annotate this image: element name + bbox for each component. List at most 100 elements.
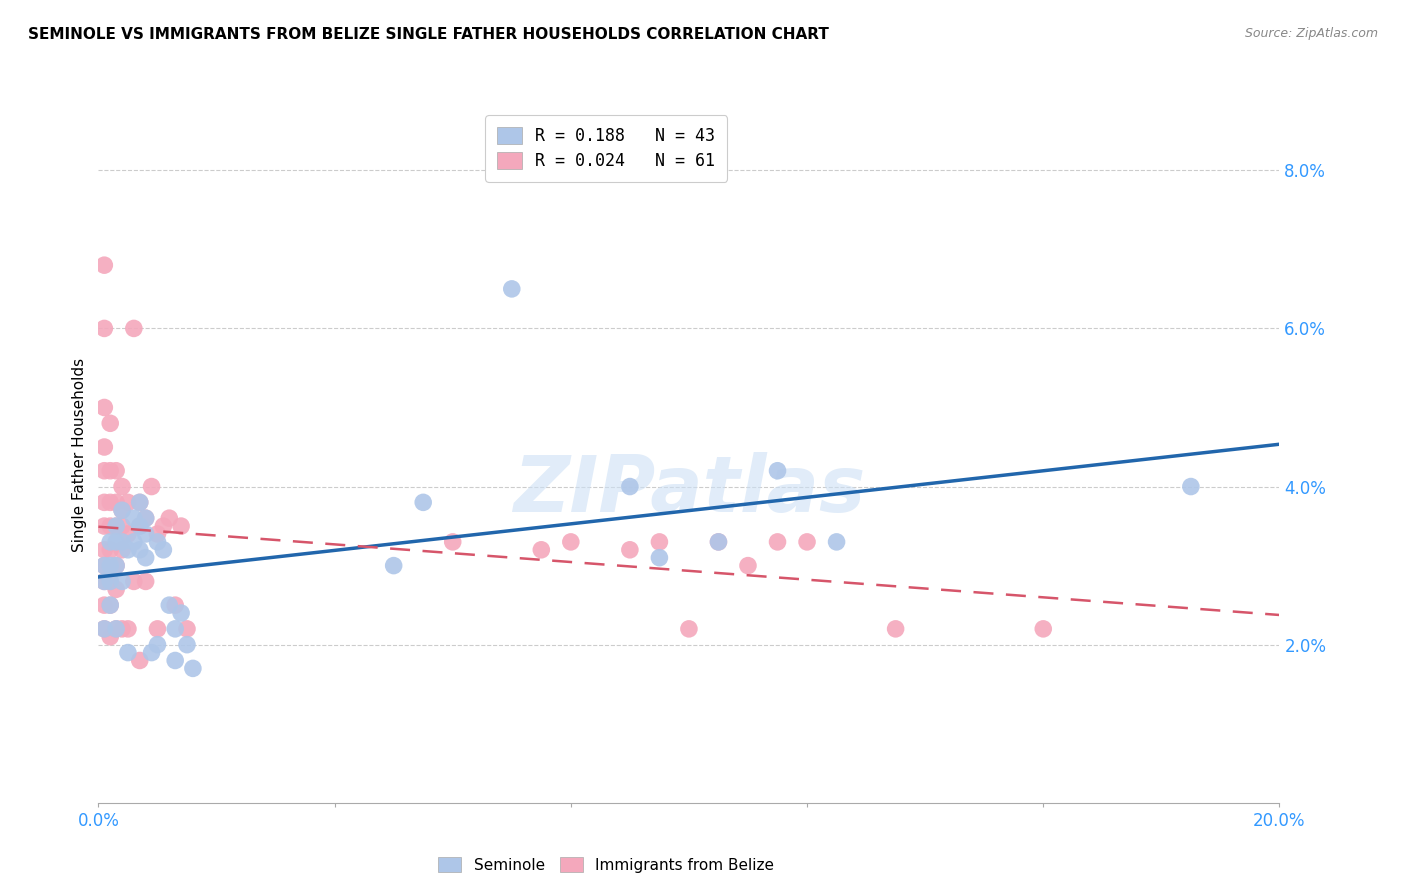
Point [619,542,641,557]
Point [98,519,121,533]
Point [93,558,115,573]
Point [619,479,641,493]
Point [128,519,150,533]
Point [105,464,128,478]
Point [135,511,157,525]
Point [93,258,115,272]
Point [111,503,134,517]
Point [93,495,115,509]
Point [111,574,134,589]
Point [884,622,907,636]
Point [678,622,700,636]
Point [501,282,523,296]
Point [105,495,128,509]
Point [128,495,150,509]
Point [441,534,464,549]
Point [117,542,139,557]
Point [170,519,193,533]
Y-axis label: Single Father Households: Single Father Households [72,358,87,552]
Point [1032,622,1054,636]
Point [117,495,139,509]
Point [128,519,150,533]
Point [181,661,204,675]
Point [146,638,169,652]
Point [98,598,121,612]
Text: ZIPatlas: ZIPatlas [513,451,865,528]
Point [648,534,671,549]
Point [105,622,128,636]
Point [105,519,128,533]
Point [135,527,157,541]
Point [146,527,169,541]
Point [766,464,789,478]
Point [157,598,180,612]
Point [146,534,169,549]
Point [825,534,848,549]
Point [93,542,115,557]
Point [98,574,121,589]
Point [117,646,139,660]
Point [128,542,150,557]
Point [93,574,115,589]
Point [93,440,115,454]
Point [98,558,121,573]
Point [146,622,169,636]
Point [98,534,121,549]
Point [530,542,553,557]
Point [176,622,198,636]
Point [93,558,115,573]
Point [111,622,134,636]
Point [128,653,150,667]
Point [1180,479,1202,493]
Point [93,598,115,612]
Point [560,534,582,549]
Point [766,534,789,549]
Point [128,495,150,509]
Point [170,606,193,620]
Point [152,542,174,557]
Text: SEMINOLE VS IMMIGRANTS FROM BELIZE SINGLE FATHER HOUSEHOLDS CORRELATION CHART: SEMINOLE VS IMMIGRANTS FROM BELIZE SINGL… [28,27,830,42]
Point [98,464,121,478]
Point [111,534,134,549]
Point [176,638,198,652]
Point [152,519,174,533]
Point [98,574,121,589]
Point [141,646,163,660]
Point [105,534,128,549]
Point [117,622,139,636]
Legend: Seminole, Immigrants from Belize: Seminole, Immigrants from Belize [432,850,780,879]
Point [111,503,134,517]
Point [412,495,434,509]
Point [93,519,115,533]
Point [93,622,115,636]
Point [135,574,157,589]
Point [165,653,187,667]
Point [111,479,134,493]
Point [135,511,157,525]
Point [105,558,128,573]
Text: Source: ZipAtlas.com: Source: ZipAtlas.com [1244,27,1378,40]
Point [93,321,115,335]
Point [648,550,671,565]
Point [707,534,730,549]
Point [111,542,134,557]
Point [93,401,115,415]
Point [122,574,145,589]
Point [796,534,818,549]
Point [122,321,145,335]
Point [105,582,128,597]
Point [93,574,115,589]
Point [105,558,128,573]
Point [165,622,187,636]
Point [111,519,134,533]
Point [93,622,115,636]
Point [135,550,157,565]
Point [157,511,180,525]
Point [98,495,121,509]
Point [382,558,405,573]
Point [122,534,145,549]
Point [707,534,730,549]
Point [98,630,121,644]
Point [737,558,759,573]
Point [98,598,121,612]
